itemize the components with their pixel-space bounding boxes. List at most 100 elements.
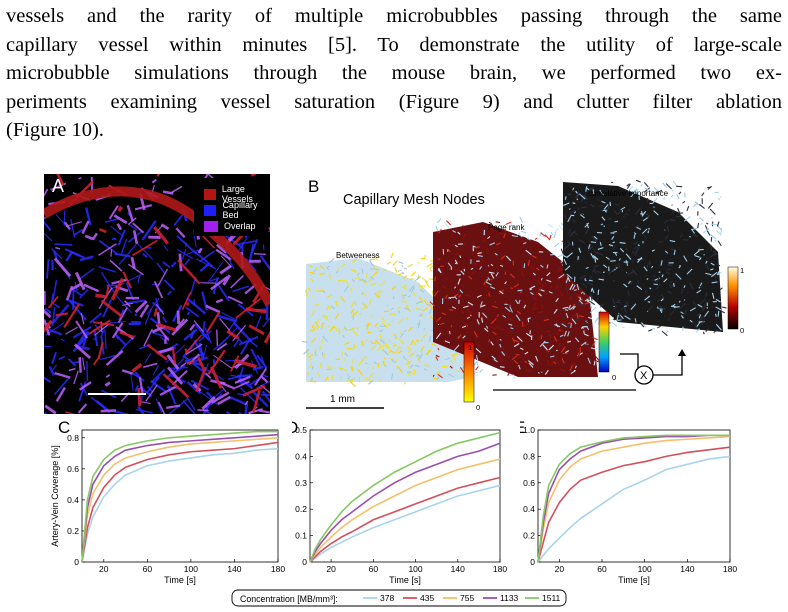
mesh-edge <box>592 248 599 255</box>
overlap-segment <box>55 246 61 250</box>
vessel-segment <box>137 388 142 407</box>
overlap-segment <box>78 177 82 180</box>
capillary-segment <box>89 312 102 324</box>
mesh-edge <box>410 271 417 277</box>
mesh-edge <box>403 381 407 385</box>
mesh-edge <box>490 286 496 290</box>
mesh-edge <box>376 326 380 329</box>
mesh-edge <box>534 237 538 241</box>
capillary-segment <box>156 262 166 275</box>
mesh-edge <box>398 338 404 345</box>
mesh-edge <box>660 298 664 302</box>
overlap-segment <box>227 295 243 305</box>
mesh-edge <box>481 312 488 319</box>
mesh-edge <box>663 219 669 224</box>
mesh-edge <box>548 285 552 288</box>
capillary-segment <box>193 322 211 341</box>
y-tick-label: 0 <box>74 557 79 567</box>
mesh-edge <box>499 338 502 341</box>
mesh-edge <box>694 254 700 258</box>
y-tick-label: 0.6 <box>67 464 79 474</box>
capillary-segment <box>114 409 130 414</box>
mesh-edge <box>660 260 663 266</box>
capillary-segment <box>201 291 208 311</box>
overlap-segment <box>127 263 144 276</box>
mesh-edge <box>498 289 505 295</box>
mesh-edge <box>669 218 676 221</box>
mesh-edge <box>715 306 722 311</box>
mesh-edge <box>368 298 372 306</box>
mesh-edge <box>707 202 714 209</box>
mesh-edge <box>408 285 415 292</box>
mesh-edge <box>538 292 542 297</box>
capillary-segment <box>245 258 257 272</box>
capillary-segment <box>81 330 89 348</box>
mesh-edge <box>689 307 696 312</box>
mesh-edge <box>369 276 375 280</box>
mesh-edge <box>350 308 355 314</box>
mesh-edge <box>569 283 574 291</box>
mesh-edge <box>590 203 595 208</box>
mesh-edge <box>459 255 462 259</box>
mesh-edge <box>597 289 600 295</box>
y-tick-label: 1.0 <box>523 425 535 435</box>
mesh-edge <box>414 276 422 282</box>
mesh-edge <box>501 351 506 356</box>
overlap-segment <box>162 190 174 195</box>
x-axis-label: Time [s] <box>618 575 650 585</box>
series-line-755 <box>81 436 279 563</box>
mesh-edge <box>568 296 572 300</box>
swatch <box>204 220 218 232</box>
mesh-edge <box>613 305 618 311</box>
mesh-edge <box>619 247 625 253</box>
capillary-segment <box>186 311 191 316</box>
mesh-edge <box>462 225 465 229</box>
mesh-edge <box>340 295 345 303</box>
legend-entry-label: 378 <box>380 593 394 603</box>
mesh-edge <box>314 321 320 329</box>
mesh-edge <box>453 344 460 352</box>
capillary-segment <box>51 351 57 365</box>
mesh-edge <box>705 327 710 333</box>
mesh-edge <box>684 192 686 198</box>
mesh-edge <box>462 335 466 339</box>
capillary-segment <box>46 259 50 279</box>
mesh-edge <box>658 271 661 273</box>
vessel-segment <box>250 174 257 177</box>
mesh-edge <box>322 322 325 325</box>
mesh-edge <box>476 294 482 298</box>
overlap-segment <box>139 304 150 318</box>
mesh-edge <box>597 247 604 250</box>
mesh-edge <box>698 282 703 289</box>
mesh-edge <box>539 231 543 237</box>
vessel-segment <box>234 358 257 369</box>
mesh-edge <box>627 290 630 296</box>
mesh-edge <box>491 355 496 360</box>
mesh-edge <box>572 219 577 223</box>
mesh-edge <box>554 285 559 291</box>
mesh-edge <box>413 368 416 375</box>
mesh-edge <box>406 372 412 377</box>
mesh-edge <box>698 314 702 319</box>
mesh-edge <box>572 305 576 310</box>
mesh-edge <box>491 278 493 281</box>
mesh-edge <box>513 359 519 365</box>
mesh-edge <box>526 237 531 241</box>
capillary-segment <box>250 348 262 367</box>
mesh-edge <box>683 309 687 315</box>
vessel-segment <box>242 384 266 397</box>
overlap-segment <box>143 328 153 347</box>
mesh-edge <box>710 244 713 251</box>
mesh-edge <box>407 326 413 332</box>
mesh-edge <box>619 241 626 244</box>
mesh-edge <box>549 362 552 367</box>
mesh-edge <box>682 200 686 204</box>
overlap-segment <box>166 404 181 409</box>
mesh-edge <box>544 234 551 241</box>
mesh-edge <box>481 313 484 318</box>
overlap-segment <box>217 395 231 406</box>
overlap-segment <box>74 271 86 291</box>
overlap-segment <box>84 234 94 241</box>
mesh-edge <box>428 308 433 314</box>
